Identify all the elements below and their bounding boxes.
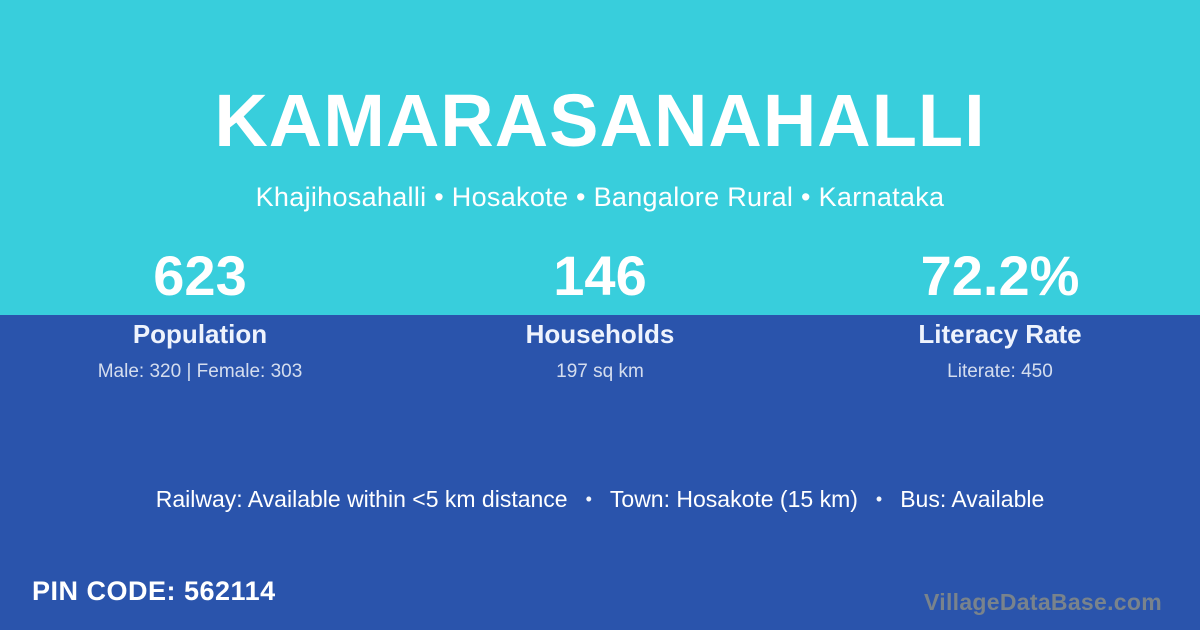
- amenities-line: Railway: Available within <5 km distance…: [0, 486, 1200, 513]
- cyan-top-band: [0, 0, 1200, 315]
- site-watermark: VillageDataBase.com: [924, 589, 1162, 615]
- card-header: KAMARASANAHALLI Khajihosahalli • Hosakot…: [0, 0, 1200, 213]
- households-label: Households: [525, 319, 675, 349]
- population-detail: Male: 320 | Female: 303: [97, 361, 303, 382]
- population-label: Population: [132, 319, 268, 349]
- stat-population: 623 Population Male: 320 | Female: 303: [0, 246, 400, 383]
- bullet-separator-icon: •: [585, 489, 592, 509]
- pin-code: PIN CODE: 562114: [32, 576, 276, 606]
- households-value: 146: [553, 244, 647, 307]
- stats-row: 623 Population Male: 320 | Female: 303 1…: [0, 246, 1200, 383]
- railway-info: Railway: Available within <5 km distance: [155, 486, 568, 512]
- bus-info: Bus: Available: [900, 486, 1045, 512]
- households-detail: 197 sq km: [556, 361, 644, 382]
- location-breadcrumb: Khajihosahalli • Hosakote • Bangalore Ru…: [255, 182, 945, 212]
- stat-households: 146 Households 197 sq km: [400, 246, 800, 383]
- literacy-rate-value: 72.2%: [920, 244, 1080, 307]
- town-info: Town: Hosakote (15 km): [609, 486, 858, 512]
- stat-literacy-rate: 72.2% Literacy Rate Literate: 450: [800, 246, 1200, 383]
- literacy-rate-label: Literacy Rate: [918, 319, 1082, 349]
- village-name-title: KAMARASANAHALLI: [214, 79, 986, 162]
- population-value: 623: [153, 244, 247, 307]
- bullet-separator-icon: •: [875, 489, 883, 509]
- literacy-rate-detail: Literate: 450: [947, 361, 1053, 382]
